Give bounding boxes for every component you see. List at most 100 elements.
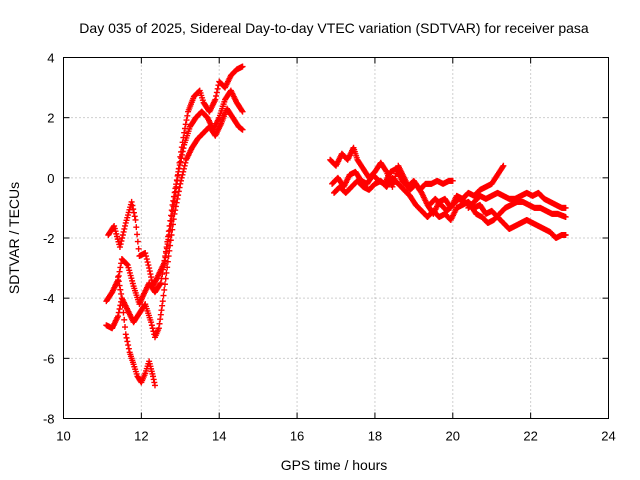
series-track-i xyxy=(465,189,569,211)
data-point xyxy=(157,280,164,287)
data-point xyxy=(178,155,185,162)
data-point xyxy=(170,193,177,200)
data-point xyxy=(121,316,128,323)
data-point xyxy=(116,305,123,312)
data-point xyxy=(180,168,187,175)
data-point xyxy=(179,171,186,178)
data-point xyxy=(122,222,129,229)
data-point xyxy=(128,198,135,205)
data-point xyxy=(135,245,142,252)
data-point xyxy=(168,231,175,238)
data-point xyxy=(165,233,172,240)
data-point xyxy=(165,253,172,260)
y-tick-label: -6 xyxy=(43,351,55,366)
data-point xyxy=(133,224,140,231)
data-point xyxy=(160,266,167,273)
data-point xyxy=(143,256,150,263)
series-track-g xyxy=(331,174,569,241)
data-point xyxy=(178,177,185,184)
data-point xyxy=(177,158,184,165)
data-point xyxy=(184,112,191,119)
series-track-f xyxy=(329,165,456,193)
data-point xyxy=(169,226,176,233)
data-point xyxy=(562,231,569,238)
series-track-b xyxy=(103,87,246,308)
data-point xyxy=(171,189,178,196)
data-point xyxy=(159,271,166,278)
data-point xyxy=(170,216,177,223)
data-point xyxy=(148,319,155,326)
data-point xyxy=(119,235,126,241)
data-point xyxy=(179,148,186,155)
data-point xyxy=(118,290,125,297)
data-point xyxy=(117,241,124,248)
data-point xyxy=(212,96,219,103)
data-point xyxy=(161,281,168,288)
data-point xyxy=(144,259,151,266)
data-point xyxy=(134,231,141,238)
series-track-h xyxy=(426,195,569,226)
data-point xyxy=(131,213,138,220)
x-tick-label: 10 xyxy=(56,429,70,444)
data-point xyxy=(174,172,181,179)
data-point xyxy=(117,286,124,293)
data-point xyxy=(118,295,125,302)
data-point xyxy=(134,238,141,245)
data-point xyxy=(125,342,132,349)
data-point xyxy=(214,85,221,92)
y-tick-label: -2 xyxy=(43,231,55,246)
series-track-d xyxy=(115,274,158,389)
data-point xyxy=(239,63,246,70)
data-point xyxy=(173,199,180,206)
data-point xyxy=(239,126,246,133)
data-point xyxy=(181,129,188,136)
data-point xyxy=(169,201,176,208)
data-point xyxy=(116,268,123,275)
data-point xyxy=(163,269,170,276)
data-point xyxy=(171,210,178,217)
y-tick-label: 2 xyxy=(47,111,54,126)
data-point xyxy=(213,89,220,96)
data-point xyxy=(562,213,569,220)
data-point xyxy=(164,264,171,271)
data-point xyxy=(142,250,149,257)
data-point xyxy=(169,221,176,228)
data-point xyxy=(175,188,182,195)
data-point xyxy=(239,108,246,115)
data-point xyxy=(238,107,245,114)
y-tick-label: 4 xyxy=(47,51,54,66)
y-tick-label: 0 xyxy=(47,171,54,186)
data-point xyxy=(174,195,181,202)
data-point xyxy=(123,334,130,341)
x-tick-label: 16 xyxy=(290,429,304,444)
data-point xyxy=(132,216,139,223)
data-point xyxy=(164,238,171,245)
data-point xyxy=(176,184,183,191)
data-point xyxy=(119,302,126,309)
data-point xyxy=(122,324,129,331)
series-track-c xyxy=(103,105,246,341)
data-point xyxy=(118,238,125,245)
data-point xyxy=(167,217,174,224)
data-point xyxy=(181,162,188,169)
data-point xyxy=(499,163,506,170)
data-point xyxy=(117,264,124,271)
data-point xyxy=(182,121,189,128)
data-point xyxy=(500,162,507,169)
data-point xyxy=(148,322,155,329)
data-point xyxy=(173,177,180,184)
x-tick-label: 20 xyxy=(446,429,460,444)
data-point xyxy=(145,262,152,269)
data-point xyxy=(176,162,183,169)
data-point xyxy=(168,212,175,219)
chart-title: Day 035 of 2025, Sidereal Day-to-day VTE… xyxy=(79,20,589,36)
data-point xyxy=(115,278,122,285)
data-point xyxy=(175,192,182,199)
data-marks xyxy=(103,63,569,389)
data-point xyxy=(143,253,150,260)
x-axis-label: GPS time / hours xyxy=(281,457,388,473)
y-tick-label: -4 xyxy=(43,291,55,306)
data-point xyxy=(382,167,389,174)
